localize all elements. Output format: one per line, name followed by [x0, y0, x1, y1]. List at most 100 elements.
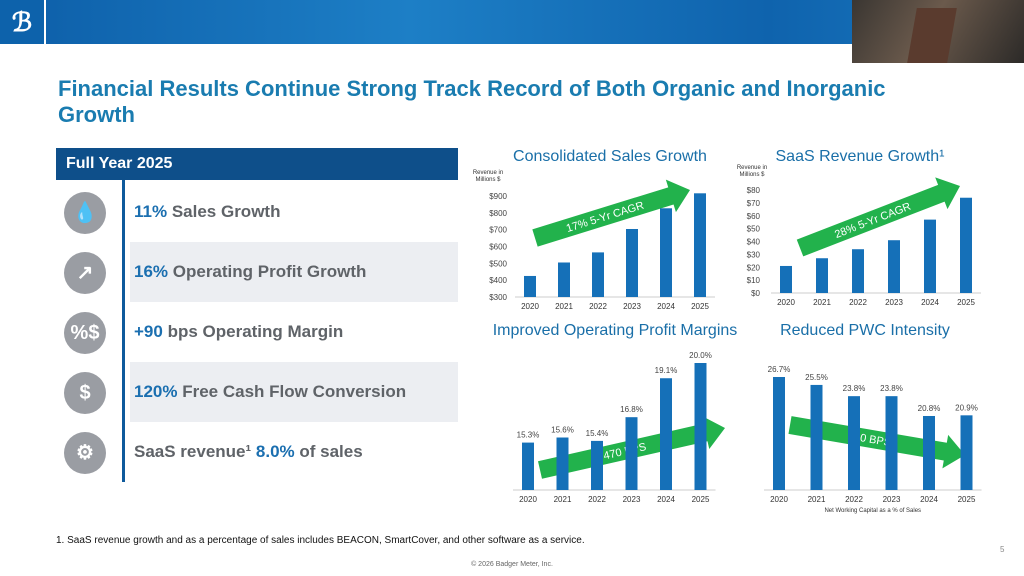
y-tick-label: $400 [489, 276, 507, 285]
metric-row: ↗ 16% Operating Profit Growth [56, 242, 458, 302]
bar [660, 208, 672, 297]
x-tick-label: 2021 [808, 495, 826, 504]
metric-row: %$ +90 bps Operating Margin [56, 302, 458, 362]
panel-heading: Full Year 2025 [56, 148, 458, 180]
bar [625, 417, 638, 490]
data-label: 16.8% [620, 405, 643, 414]
data-label: 19.1% [655, 366, 678, 375]
arrow-annotation: 28% 5-Yr CAGR [833, 201, 913, 241]
x-tick-label: 2022 [589, 302, 607, 311]
x-tick-label: 2024 [657, 302, 675, 311]
x-tick-label: 2020 [519, 495, 537, 504]
x-tick-label: 2024 [920, 495, 938, 504]
x-tick-label: 2020 [777, 298, 795, 307]
bar [694, 363, 707, 490]
y-tick-label: $60 [747, 212, 761, 221]
bar [558, 262, 570, 297]
water-drop-icon: 💧 [64, 192, 106, 234]
percent-dollar-icon: %$ [64, 312, 106, 354]
metric-text: 11% Sales Growth [134, 202, 281, 221]
metric-text: SaaS revenue¹ 8.0% of sales [134, 442, 363, 461]
bar-chart-growth-icon: ↗ [64, 252, 106, 294]
bar [924, 219, 936, 293]
y-tick-label: $700 [489, 226, 507, 235]
x-tick-label: 2021 [555, 302, 573, 311]
dollar-cycle-icon: $ [64, 372, 106, 414]
x-tick-label: 2022 [845, 495, 863, 504]
bar [816, 258, 828, 293]
x-tick-label: 2023 [883, 495, 901, 504]
webcam-video-feed [852, 0, 1024, 63]
chart-title: SaaS Revenue Growth¹ [775, 148, 945, 165]
x-tick-label: 2025 [957, 298, 975, 307]
bar [591, 440, 603, 490]
x-tick-label: 2023 [885, 298, 903, 307]
bar [960, 197, 972, 293]
data-label: 20.9% [955, 403, 978, 412]
y-tick-label: $20 [747, 263, 761, 272]
data-label: 23.8% [843, 384, 866, 393]
x-tick-label: 2025 [691, 302, 709, 311]
data-label: 15.3% [517, 431, 540, 440]
company-logo: ℬ [0, 0, 46, 44]
y-tick-label: $800 [489, 209, 507, 218]
x-tick-label: 2024 [657, 495, 675, 504]
footnote: 1. SaaS revenue growth and as a percenta… [56, 535, 585, 546]
metric-text: 16% Operating Profit Growth [130, 242, 458, 302]
slide-title: Financial Results Continue Strong Track … [58, 76, 886, 127]
bar [773, 377, 785, 490]
bar [592, 252, 604, 297]
bar [524, 275, 536, 297]
bar [660, 378, 672, 490]
chart-title: Improved Operating Profit Margins [492, 322, 738, 339]
metric-row: ⚙ SaaS revenue¹ 8.0% of sales [56, 422, 458, 482]
data-label: 25.5% [805, 373, 828, 382]
data-label: 26.7% [768, 365, 791, 374]
copyright: © 2026 Badger Meter, Inc. [471, 561, 553, 568]
arrow-shape [796, 177, 961, 257]
data-label: 20.0% [689, 351, 712, 360]
y-axis-label: Revenue in Millions $ [472, 170, 504, 183]
bar [960, 415, 973, 490]
x-tick-label: 2023 [623, 495, 641, 504]
metric-row: $120% Free Cash Flow Conversion [56, 362, 458, 422]
arrow-shape [788, 416, 966, 469]
y-tick-label: $80 [747, 186, 761, 195]
data-label: 15.6% [551, 426, 574, 435]
metric-text: 120% Free Cash Flow Conversion [130, 362, 458, 422]
y-tick-label: $30 [747, 250, 761, 259]
data-label: 23.8% [880, 384, 903, 393]
bar [694, 193, 706, 297]
metric-row: 💧 11% Sales Growth [56, 182, 458, 242]
bar [852, 249, 864, 293]
bar [888, 240, 900, 293]
y-tick-label: $0 [751, 289, 760, 298]
bar [810, 384, 823, 490]
bar [848, 396, 860, 490]
y-tick-label: $900 [489, 192, 507, 201]
bar [780, 265, 792, 293]
y-tick-label: $40 [747, 238, 761, 247]
x-tick-label: 2024 [921, 298, 939, 307]
x-tick-label: 2022 [588, 495, 606, 504]
bar [626, 228, 638, 297]
x-tick-label: 2022 [849, 298, 867, 307]
bar [556, 437, 569, 490]
divider [122, 180, 125, 482]
x-tick-label: 2021 [813, 298, 831, 307]
x-axis-label: Net Working Capital as a % of Sales [824, 508, 921, 514]
y-tick-label: $50 [747, 225, 761, 234]
trend-arrow: 28% 5-Yr CAGR [796, 177, 961, 257]
data-label: 20.8% [918, 404, 941, 413]
y-tick-label: $70 [747, 199, 761, 208]
chart-title: Reduced PWC Intensity [780, 322, 950, 339]
chart-title: Consolidated Sales Growth [513, 148, 707, 165]
y-tick-label: $500 [489, 259, 507, 268]
data-label: 15.4% [586, 429, 609, 438]
x-tick-label: 2020 [770, 495, 788, 504]
y-tick-label: $300 [489, 293, 507, 302]
page-number: 5 [1000, 545, 1005, 554]
y-tick-label: $600 [489, 243, 507, 252]
arrow-shape [532, 179, 690, 247]
